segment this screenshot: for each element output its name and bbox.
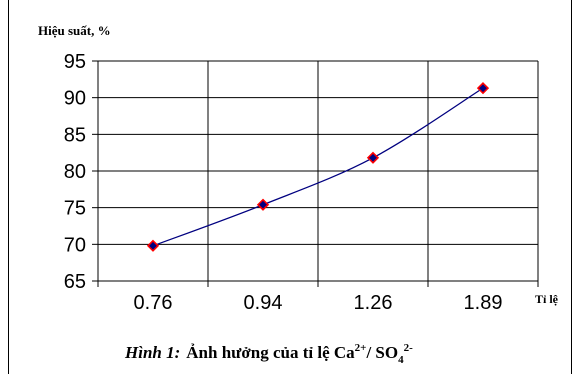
x-tick-label: 1.26 [354, 292, 393, 314]
x-axis-label: Tỉ lệ [535, 292, 559, 306]
y-tick-label: 70 [64, 234, 86, 256]
x-tick-label: 0.94 [244, 292, 283, 314]
data-markers [146, 82, 490, 252]
y-tick-label: 75 [64, 198, 86, 220]
x-tick-label: 0.76 [134, 292, 173, 314]
caption-superscript-so4: 2- [404, 342, 414, 354]
caption-text: Ảnh hưởng của tỉ lệ Ca [186, 343, 355, 362]
y-axis-label: Hiệu suất, % [38, 23, 111, 38]
y-tick-label: 65 [64, 271, 86, 293]
y-tick-label: 90 [64, 88, 86, 110]
data-point [366, 151, 380, 164]
caption-mid: / SO [365, 343, 398, 362]
caption-superscript-ca: 2+ [355, 342, 367, 354]
data-point [146, 239, 160, 252]
y-tick-labels: 65 70 75 80 85 90 95 [64, 51, 86, 293]
caption-subscript: 4 [398, 354, 404, 366]
data-point [256, 198, 270, 211]
series-line [152, 87, 484, 247]
y-tick-label: 80 [64, 161, 86, 183]
figure-caption: Hình 1: Ảnh hưởng của tỉ lệ Ca2+/ SO42- [124, 342, 413, 366]
y-tick-label: 85 [64, 124, 86, 146]
x-tick-label: 1.89 [464, 292, 503, 314]
caption-prefix: Hình 1: [124, 343, 180, 362]
grid [92, 60, 539, 287]
x-tick-labels: 0.76 0.94 1.26 1.89 [134, 292, 503, 314]
data-point [476, 82, 490, 95]
y-tick-label: 95 [64, 51, 86, 73]
